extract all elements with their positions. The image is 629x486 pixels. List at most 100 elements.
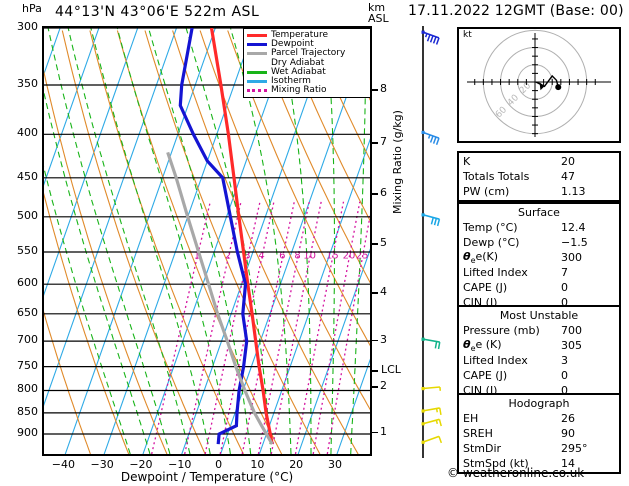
info-key: K [463,155,471,168]
info-row: EH 26 [459,411,619,426]
svg-text:10: 10 [303,251,316,262]
info-row: Lifted Index 3 [459,353,619,368]
info-key: Lifted Index [463,354,528,367]
info-key: PW (cm) [463,185,510,198]
info-value: 0 [561,296,568,309]
info-key: Totals Totals [463,170,530,183]
height-tick-mark-7 [372,141,378,144]
info-value: 0 [561,369,568,382]
legend-label: Isotherm [271,76,311,87]
legend-swatch-icon [247,80,267,84]
legend-swatch-icon [247,52,267,56]
hodograph-stats-panel: Hodograph EH 26 SREH 90 StmDir 295° StmSpd (kt)… [457,393,621,474]
info-key: SREH [463,427,493,440]
pressure-tick-450: 450 [17,169,38,183]
legend-swatch-icon [247,34,267,38]
info-key: Temp (°C) [463,221,518,234]
temp-tick-0: 0 [215,458,223,471]
height-tick-mark-6 [372,193,378,195]
legend-label: Dewpoint [271,39,314,50]
info-row: Totals Totals 47 [459,169,619,184]
info-row: θee(K) 300 [459,250,619,265]
svg-text:1: 1 [194,251,200,262]
pressure-tick-600: 600 [17,276,38,290]
legend-item-6: Mixing Ratio [247,86,367,95]
svg-text:20: 20 [518,81,533,96]
info-key: StmSpd (kt) [463,457,529,470]
svg-text:4: 4 [258,251,264,262]
legend-swatch-icon [247,89,267,93]
panel-title: Hodograph [508,397,570,410]
info-value: 7 [561,266,568,279]
info-row: StmSpd (kt) 14 [459,456,619,471]
info-value: 300 [561,251,582,264]
info-row: Dewp (°C) −1.5 [459,235,619,250]
info-row: Temp (°C) 12.4 [459,220,619,235]
info-key: StmDir [463,442,502,455]
legend-item-5: Isotherm [247,77,367,86]
pressure-tick-650: 650 [17,305,38,319]
legend-item-1: Dewpoint [247,40,367,49]
pressure-tick-400: 400 [17,126,38,140]
height-tick-2: 2 [380,379,387,393]
svg-text:15: 15 [326,251,339,262]
temperature-axis: −40 −30 −20 −10 0 10 20 30 [0,458,629,472]
info-row: Pressure (mb) 700 [459,323,619,338]
info-key: Dewp (°C) [463,236,520,249]
skewt-canvas: 1 2 3 4 6 8 10 15 20 25 [44,28,370,454]
info-value: 295° [561,442,588,455]
legend-label: Mixing Ratio [271,85,327,96]
height-tick-mark-5 [372,243,378,245]
x-axis-title: Dewpoint / Temperature (°C) [120,470,294,484]
height-tick-1: 1 [380,424,387,438]
legend-label: Parcel Trajectory [271,48,346,59]
panel-title: Surface [518,206,560,219]
info-row: CAPE (J) 0 [459,368,619,383]
hodograph-unit-label: kt [463,30,472,40]
panel-title: Most Unstable [499,309,579,322]
height-tick-8: 8 [380,82,387,96]
datetime-label: 17.11.2022 12GMT (Base: 00) [408,3,624,19]
lcl-tick-mark [372,370,378,372]
station-title: 44°13'N 43°06'E 522m ASL [55,4,260,20]
temp-tick--30: −30 [90,458,114,471]
info-key: Lifted Index [463,266,528,279]
info-key: Pressure (mb) [463,324,540,337]
svg-text:6: 6 [279,251,285,262]
svg-text:3: 3 [244,251,250,262]
height-tick-mark-1 [372,431,378,434]
pressure-tick-550: 550 [17,244,38,257]
height-tick-mark-2 [372,386,378,388]
info-row: K 20 [459,154,619,169]
height-tick-3: 3 [380,332,387,346]
legend-item-4: Wet Adiabat [247,67,367,77]
pressure-tick-850: 850 [17,404,38,418]
height-tick-5: 5 [380,236,387,250]
info-key: CAPE (J) [463,369,508,382]
svg-text:2: 2 [225,251,231,262]
legend-swatch-icon [247,62,267,65]
height-unit-line1: km [368,1,386,14]
info-value: −1.5 [561,236,588,249]
basic-indices-panel: K 20 Totals Totals 47 PW (cm) 1.13 [457,151,621,202]
pressure-unit-label: hPa [22,2,42,15]
pressure-tick-500: 500 [17,208,38,222]
height-unit-label: km ASL [368,2,389,24]
info-row: PW (cm) 1.13 [459,184,619,199]
info-key: EH [463,412,479,425]
legend-swatch-icon [247,43,267,47]
info-row: Lifted Index 7 [459,265,619,280]
info-key: CAPE (J) [463,281,508,294]
temp-tick-30: 30 [328,458,342,471]
info-value: 20 [561,155,575,168]
most-unstable-panel: Most Unstable Pressure (mb) 700 θee (K) 305 L… [457,305,621,401]
height-tick-mark-8 [372,89,378,91]
wind-barb-column [421,26,443,458]
legend-item-0: Temperature [247,31,367,40]
pressure-tick-800: 800 [17,382,38,396]
info-value: 3 [561,354,568,367]
pressure-tick-750: 750 [17,358,38,372]
hodograph-plot[interactable]: 60 40 20 [457,27,621,143]
info-value: 14 [561,457,575,470]
